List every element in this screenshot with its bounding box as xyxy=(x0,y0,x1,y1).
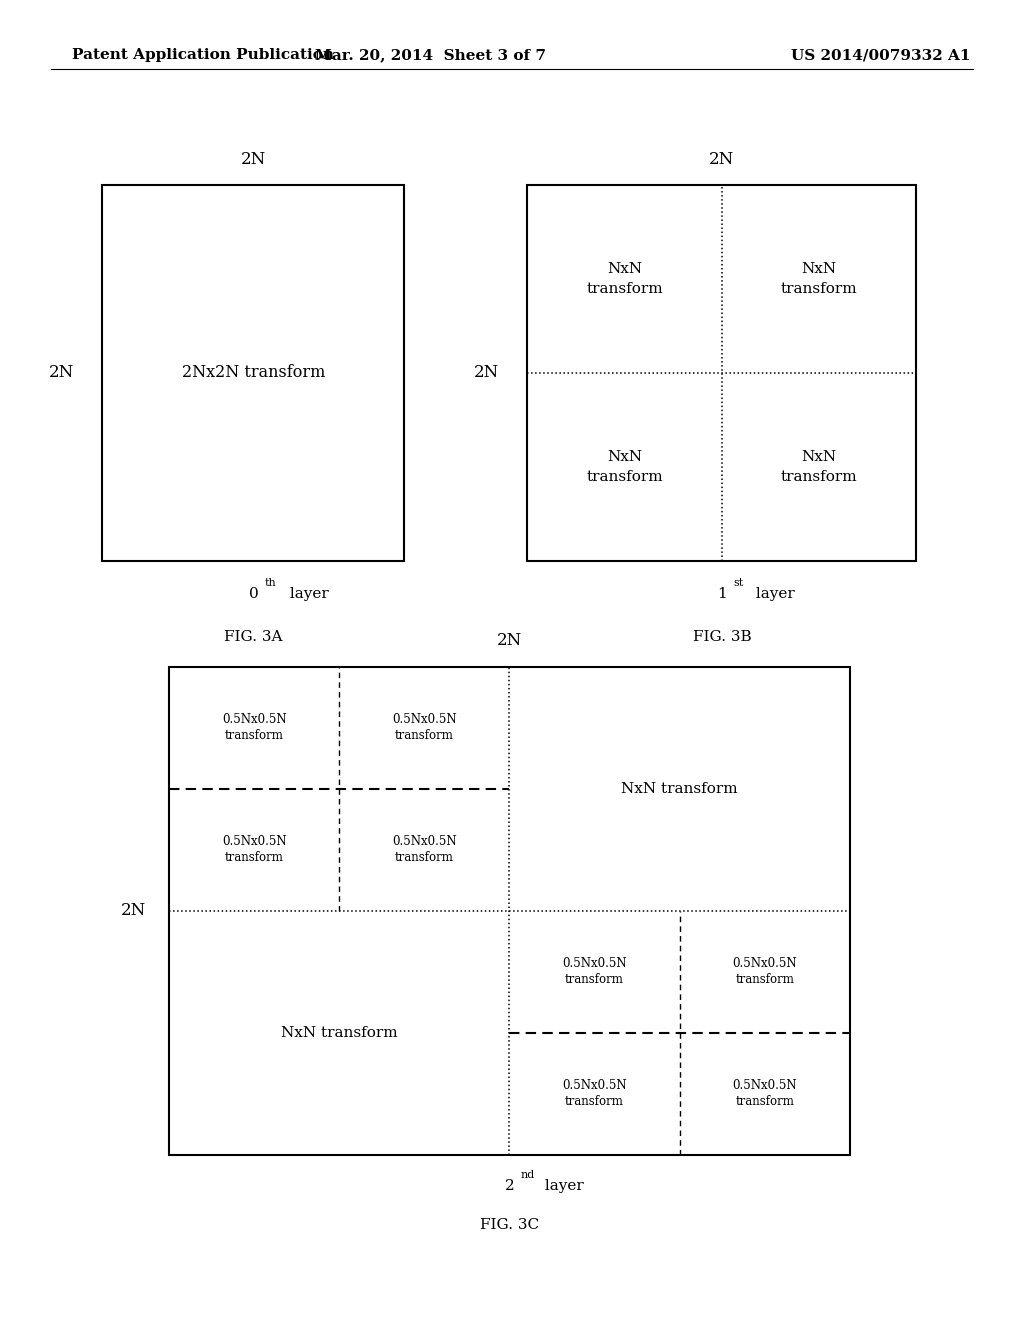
Text: 2Nx2N transform: 2Nx2N transform xyxy=(181,364,326,381)
Text: 2N: 2N xyxy=(48,364,74,381)
Text: Patent Application Publication: Patent Application Publication xyxy=(72,49,334,62)
Text: 0: 0 xyxy=(249,587,258,602)
Text: th: th xyxy=(264,578,276,589)
Text: FIG. 3B: FIG. 3B xyxy=(692,630,752,644)
Text: NxN transform: NxN transform xyxy=(622,781,738,796)
Text: NxN transform: NxN transform xyxy=(281,1026,397,1040)
Text: 2: 2 xyxy=(505,1179,514,1193)
Text: 2N: 2N xyxy=(241,150,266,168)
Text: 0.5Nx0.5N
transform: 0.5Nx0.5N transform xyxy=(392,713,457,742)
Text: 2N: 2N xyxy=(121,903,146,919)
Text: 0.5Nx0.5N
transform: 0.5Nx0.5N transform xyxy=(392,836,457,865)
Text: 2N: 2N xyxy=(710,150,734,168)
Bar xyxy=(169,667,850,1155)
Text: 0.5Nx0.5N
transform: 0.5Nx0.5N transform xyxy=(732,1080,797,1109)
Bar xyxy=(102,185,404,561)
Text: Mar. 20, 2014  Sheet 3 of 7: Mar. 20, 2014 Sheet 3 of 7 xyxy=(314,49,546,62)
Bar xyxy=(527,185,916,561)
Text: 0.5Nx0.5N
transform: 0.5Nx0.5N transform xyxy=(732,957,797,986)
Text: NxN
transform: NxN transform xyxy=(587,263,663,296)
Text: 0.5Nx0.5N
transform: 0.5Nx0.5N transform xyxy=(562,1080,627,1109)
Text: US 2014/0079332 A1: US 2014/0079332 A1 xyxy=(791,49,971,62)
Text: 0.5Nx0.5N
transform: 0.5Nx0.5N transform xyxy=(222,836,287,865)
Text: 1: 1 xyxy=(717,587,727,602)
Text: 2N: 2N xyxy=(497,632,522,649)
Text: layer: layer xyxy=(751,587,795,602)
Text: layer: layer xyxy=(285,587,329,602)
Text: NxN
transform: NxN transform xyxy=(587,450,663,483)
Text: NxN
transform: NxN transform xyxy=(781,450,857,483)
Text: FIG. 3C: FIG. 3C xyxy=(480,1218,539,1233)
Text: NxN
transform: NxN transform xyxy=(781,263,857,296)
Text: 0.5Nx0.5N
transform: 0.5Nx0.5N transform xyxy=(562,957,627,986)
Text: nd: nd xyxy=(521,1170,535,1180)
Text: 2N: 2N xyxy=(473,364,499,381)
Text: FIG. 3A: FIG. 3A xyxy=(224,630,283,644)
Text: layer: layer xyxy=(541,1179,584,1193)
Text: st: st xyxy=(733,578,743,589)
Text: 0.5Nx0.5N
transform: 0.5Nx0.5N transform xyxy=(222,713,287,742)
